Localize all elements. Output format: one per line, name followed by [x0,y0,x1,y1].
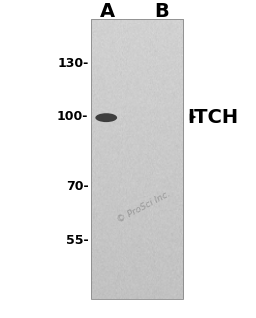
Text: 130-: 130- [57,57,88,70]
Text: ITCH: ITCH [187,107,238,127]
Text: 100-: 100- [57,110,88,122]
Text: © ProSci Inc.: © ProSci Inc. [115,189,172,225]
Text: 55-: 55- [66,234,88,246]
Text: A: A [100,2,115,21]
Ellipse shape [95,113,117,122]
Text: 70-: 70- [66,180,88,192]
Text: B: B [154,2,169,21]
Bar [91,19,183,299]
